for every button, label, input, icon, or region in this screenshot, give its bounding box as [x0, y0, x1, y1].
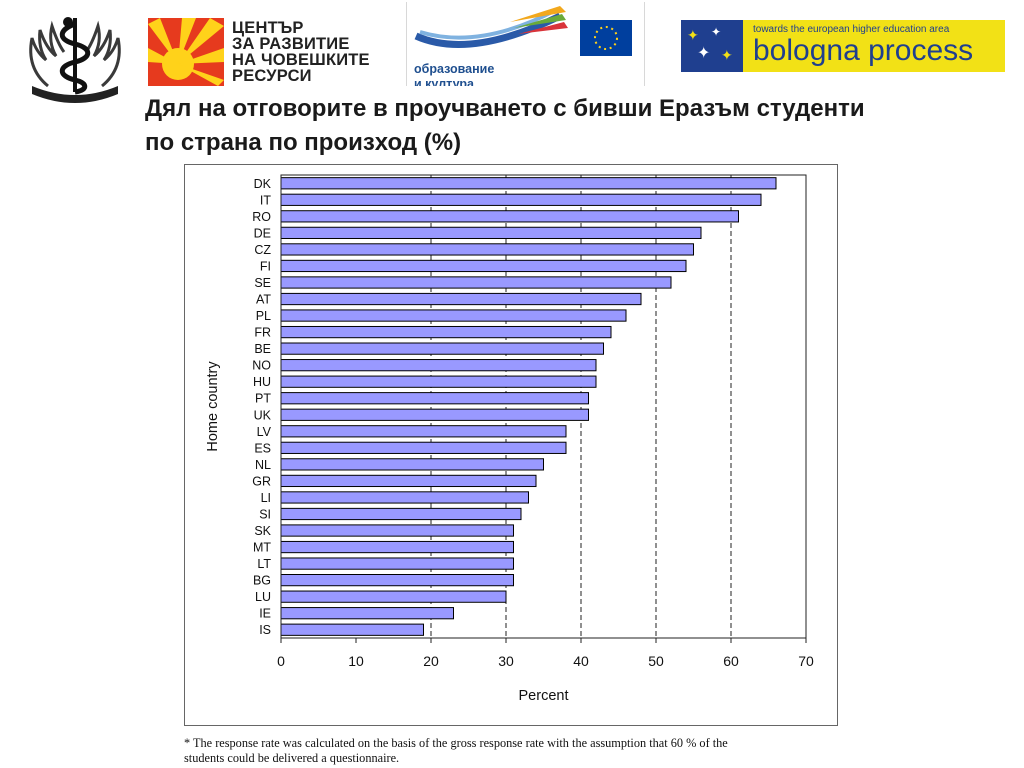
x-tick-label: 30 — [498, 653, 514, 669]
hrdc-line-1: ЦЕНТЪР — [232, 19, 304, 37]
category-label-lv: LV — [257, 425, 272, 439]
category-label-mt: MT — [253, 541, 271, 555]
bar-cz — [280, 243, 694, 256]
hrdc-line-3: НА ЧОВЕШКИТЕ — [232, 51, 370, 69]
slide-title-line-1: Дял на отговорите в проучването с бивши … — [145, 95, 865, 122]
category-label-li: LI — [261, 491, 271, 505]
bar-gr — [280, 474, 537, 488]
bar-se — [280, 276, 672, 289]
bar-no — [280, 359, 597, 372]
bar-chart-svg: DK IT RO DE CZ FI SE AT PL FR BE NO HU PT UK LV ES NL GR LI… — [205, 174, 814, 704]
slide-title: Дял на отговорите в проучването с бивши … — [145, 92, 1015, 160]
slide-title-line-2: по страна по произход (%) — [145, 129, 462, 156]
category-label-lu: LU — [255, 590, 271, 604]
llp-logo-text: образование и култура — [414, 62, 494, 86]
category-label-ro: RO — [252, 210, 271, 224]
svg-text:✦: ✦ — [711, 25, 721, 39]
bar-de — [280, 226, 702, 239]
bar-li — [280, 491, 529, 504]
x-tick-label: 0 — [277, 653, 285, 669]
plot-frame — [280, 174, 807, 639]
eu-flag-icon — [580, 20, 632, 56]
caduceus-emblem-icon — [29, 17, 121, 103]
category-label-ie: IE — [259, 607, 271, 621]
bar-hu — [280, 375, 597, 388]
x-axis-title: Percent — [519, 688, 569, 704]
y-axis-title: Home country — [205, 361, 221, 452]
category-label-is: IS — [259, 623, 271, 637]
x-tick-label: 10 — [348, 653, 364, 669]
category-label-it: IT — [260, 193, 271, 207]
category-label-es: ES — [254, 441, 271, 455]
bar-bg — [280, 574, 514, 587]
hrdc-logo-text: ЦЕНТЪР ЗА РАЗВИТИЕ НА ЧОВЕШКИТЕ РЕСУРСИ — [232, 19, 392, 85]
bar-is — [280, 623, 424, 636]
header-divider — [406, 2, 407, 86]
bar-dk — [280, 177, 777, 190]
bar-it — [280, 193, 762, 206]
bar-be — [280, 342, 604, 355]
footnote: * The response rate was calculated on th… — [184, 736, 854, 766]
bologna-tagline: towards the european higher education ar… — [753, 24, 950, 35]
bar-at — [280, 292, 642, 306]
bar-lu — [280, 590, 507, 603]
x-tick-label: 50 — [648, 653, 664, 669]
category-label-de: DE — [254, 226, 271, 240]
bologna-name: bologna process — [753, 34, 974, 67]
hrdc-logo: ЦЕНТЪР ЗА РАЗВИТИЕ НА ЧОВЕШКИТЕ РЕСУРСИ — [148, 18, 393, 86]
bar-lt — [280, 557, 514, 570]
header-divider — [644, 2, 645, 86]
stars-cluster-icon: ✦ ✦ ✦ ✦ — [681, 20, 743, 72]
footnote-line-1: * The response rate was calculated on th… — [184, 736, 728, 750]
response-rate-chart: DK IT RO DE CZ FI SE AT PL FR BE NO HU PT UK LV ES NL GR LI… — [184, 164, 838, 726]
category-label-cz: CZ — [254, 243, 271, 257]
hrdc-line-4: РЕСУРСИ — [232, 67, 312, 85]
svg-text:✦: ✦ — [697, 43, 710, 62]
category-label-no: NO — [252, 359, 271, 373]
footnote-line-2: students could be delivered a questionna… — [184, 751, 400, 765]
category-label-hu: HU — [253, 375, 271, 389]
category-label-se: SE — [254, 276, 271, 290]
category-label-gr: GR — [252, 474, 271, 488]
sun-rays-icon — [148, 18, 224, 86]
lifelong-learning-swoosh-icon — [414, 6, 632, 56]
bar-uk — [280, 408, 589, 421]
category-label-dk: DK — [254, 177, 272, 191]
x-tick-label: 20 — [423, 653, 439, 669]
bar-sk — [280, 524, 514, 537]
bologna-process-logo: ✦ ✦ ✦ ✦ towards the european higher educ… — [681, 20, 1005, 72]
x-tick-label: 40 — [573, 653, 589, 669]
bar-fi — [280, 259, 687, 273]
llp-line-2: и култура — [414, 77, 474, 86]
bar-ro — [280, 210, 739, 223]
category-label-si: SI — [259, 507, 271, 521]
x-tick-label: 60 — [723, 653, 739, 669]
category-label-pl: PL — [256, 309, 271, 323]
bar-mt — [280, 540, 514, 554]
category-label-at: AT — [256, 293, 271, 307]
category-label-sk: SK — [254, 524, 271, 538]
category-label-be: BE — [254, 342, 271, 356]
bar-fr — [280, 325, 612, 339]
hrdc-line-2: ЗА РАЗВИТИЕ — [232, 35, 350, 53]
llp-logo: образование и култура — [410, 2, 642, 86]
category-label-bg: BG — [253, 574, 271, 588]
svg-text:✦: ✦ — [687, 28, 699, 44]
llp-line-1: образование — [414, 62, 495, 76]
category-label-fr: FR — [254, 326, 271, 340]
bar-nl — [280, 458, 544, 471]
bar-pt — [280, 392, 589, 405]
category-label-lt: LT — [257, 557, 271, 571]
category-label-nl: NL — [255, 458, 271, 472]
category-label-fi: FI — [260, 259, 271, 273]
bar-pl — [280, 309, 627, 322]
category-label-uk: UK — [254, 408, 272, 422]
svg-text:✦: ✦ — [721, 48, 733, 64]
bar-si — [280, 507, 522, 521]
x-tick-label: 70 — [798, 653, 814, 669]
category-label-pt: PT — [255, 392, 271, 406]
bar-es — [280, 441, 567, 454]
bar-ie — [280, 607, 454, 620]
bar-lv — [280, 425, 567, 438]
